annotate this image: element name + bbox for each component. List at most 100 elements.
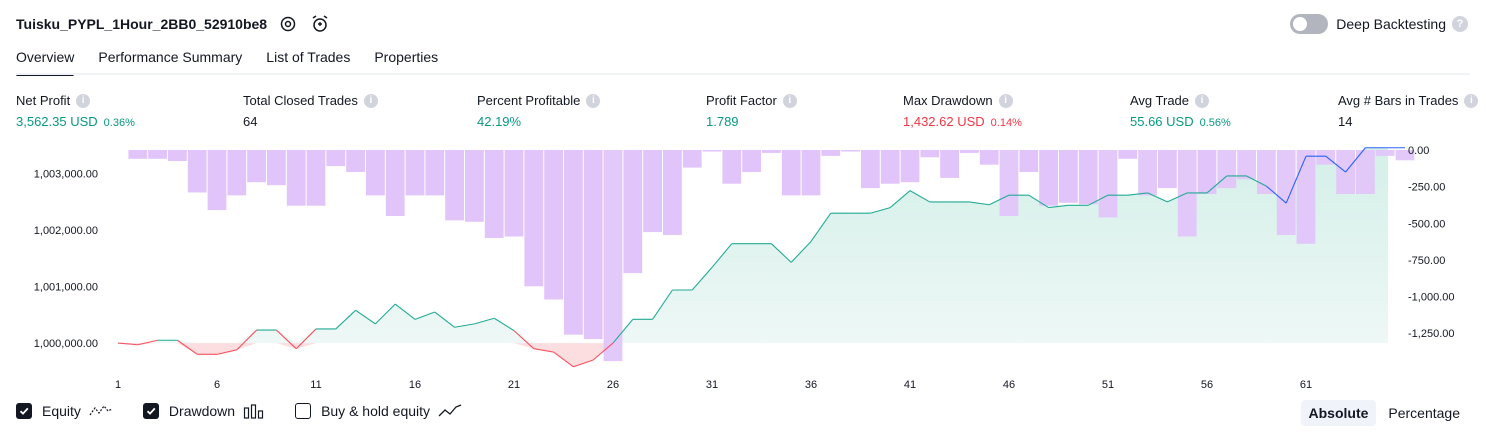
equity-line-segment [771, 243, 792, 263]
drawdown-bar [1019, 150, 1039, 172]
metric-percent: 0.56% [1199, 117, 1231, 129]
drawdown-bar [1118, 150, 1138, 159]
metric-value: 14 [1338, 114, 1353, 129]
metric-value: 1.789 [706, 114, 739, 129]
tab-overview[interactable]: Overview [16, 44, 75, 76]
equity-line-segment [414, 311, 435, 320]
equity-line-segment [889, 190, 911, 208]
equity-line-segment [1028, 194, 1049, 209]
legend-equity[interactable]: Equity [16, 403, 113, 419]
drawdown-bar [326, 150, 346, 167]
metric-label: Avg # Bars in Trades [1338, 93, 1459, 108]
absolute-button[interactable]: Absolute [1300, 400, 1377, 426]
info-icon[interactable]: i [363, 93, 378, 108]
x-axis-tick: 31 [706, 379, 718, 391]
info-icon[interactable]: i [1464, 93, 1479, 108]
equity-drawdown-chart[interactable]: 1,003,000.00 1,002,000.00 1,001,000.00 1,00… [0, 138, 1486, 400]
x-axis-tick: 16 [409, 379, 421, 391]
drawdown-bar [385, 150, 405, 216]
buy-hold-icon [438, 403, 462, 419]
metric-percent: 0.14% [990, 117, 1022, 129]
info-icon[interactable]: i [782, 93, 797, 108]
drawdown-bar [979, 150, 999, 165]
metric-max-drawdown: Max Drawdown i 1,432.62 USD 0.14% [903, 93, 1022, 129]
equity-line-segment [236, 329, 257, 351]
y-axis-left-tick: 1,001,000.00 [34, 282, 98, 294]
equity-line-segment [1127, 192, 1148, 196]
deep-backtesting: Deep Backtesting ? [1290, 12, 1468, 36]
deep-backtesting-label: Deep Backtesting [1336, 16, 1446, 32]
drawdown-bar [465, 150, 484, 222]
metric-label: Percent Profitable [477, 93, 581, 108]
info-icon[interactable]: i [998, 93, 1013, 108]
metric-percent: 0.36% [103, 117, 135, 129]
buy-hold-checkbox[interactable] [295, 403, 312, 419]
tab-list-of-trades[interactable]: List of Trades [266, 49, 351, 65]
equity-line-segment [117, 342, 138, 346]
equity-line-segment [790, 241, 812, 263]
drawdown-bar [1138, 150, 1157, 196]
drawdown-bar [1039, 150, 1058, 206]
legend-drawdown[interactable]: Drawdown [142, 403, 265, 419]
x-axis-tick: 1 [115, 379, 121, 391]
equity-area [118, 147, 1405, 344]
equity-checkbox[interactable] [16, 403, 32, 419]
equity-line-segment [1285, 155, 1307, 204]
x-axis-tick: 6 [214, 379, 220, 391]
equity-area-below [118, 343, 1405, 367]
drawdown-bar [346, 150, 365, 172]
toggle-knob [1293, 17, 1308, 31]
drawdown-bar [227, 150, 247, 196]
equity-line-segment [1048, 204, 1069, 209]
info-icon[interactable]: i [1195, 93, 1210, 108]
equity-line-segment [474, 317, 495, 325]
tab-performance-summary[interactable]: Performance Summary [98, 49, 243, 65]
info-icon[interactable]: i [76, 93, 91, 108]
alarm-clock-add-icon[interactable] [309, 13, 331, 35]
y-axis-right-tick: 0.00 [1408, 145, 1429, 157]
equity-line-segment [375, 303, 396, 325]
drawdown-bar [742, 150, 761, 172]
equity-line-segment [434, 311, 455, 328]
equity-line-segment [691, 267, 713, 291]
equity-line-segment [216, 349, 237, 355]
legend-buy-hold[interactable]: Buy & hold equity [295, 403, 462, 419]
metric-label: Net Profit [16, 93, 71, 108]
drawdown-bar [623, 150, 643, 274]
equity-line-segment [513, 330, 535, 350]
drawdown-bar [1395, 150, 1415, 161]
metrics-row: Net Profit i 3,562.35 USD 0.36% Total Clos… [0, 93, 1486, 133]
drawdown-bar [405, 150, 425, 196]
equity-line-segment [612, 319, 634, 344]
metric-avg-trade: Avg Trade i 55.66 USD 0.56% [1130, 93, 1231, 129]
deep-backtesting-toggle[interactable] [1290, 14, 1329, 34]
info-icon[interactable]: i [586, 93, 601, 108]
drawdown-bar [861, 150, 880, 189]
drawdown-bar [960, 150, 979, 153]
x-axis-tick: 36 [805, 379, 817, 391]
tab-bar: Overview Performance Summary List of Tra… [16, 44, 462, 76]
equity-line-segment [394, 303, 416, 320]
legend-drawdown-label: Drawdown [168, 403, 236, 419]
drawdown-bar [1296, 150, 1316, 244]
equity-line-segment [177, 339, 198, 355]
tab-properties[interactable]: Properties [374, 49, 439, 65]
drawdown-bar [663, 150, 682, 235]
metric-value: 42.19% [477, 114, 522, 129]
drawdown-bar [1237, 150, 1256, 180]
help-icon[interactable]: ? [1452, 16, 1468, 32]
drawdown-bar [1375, 150, 1395, 156]
percentage-button[interactable]: Percentage [1388, 405, 1460, 421]
equity-line-segment [1087, 194, 1109, 206]
settings-icon[interactable] [277, 13, 299, 35]
drawdown-bar [1197, 150, 1217, 194]
drawdown-bar [128, 150, 148, 159]
metric-value: 1,432.62 USD [903, 114, 985, 129]
drawdown-bar [564, 150, 583, 335]
metric-label: Profit Factor [706, 93, 777, 108]
drawdown-checkbox[interactable] [142, 403, 159, 419]
y-axis-left-tick: 1,003,000.00 [34, 169, 98, 181]
equity-line-segment [969, 201, 990, 206]
y-axis-left-tick: 1,002,000.00 [34, 225, 98, 237]
drawdown-bar [1078, 150, 1098, 205]
